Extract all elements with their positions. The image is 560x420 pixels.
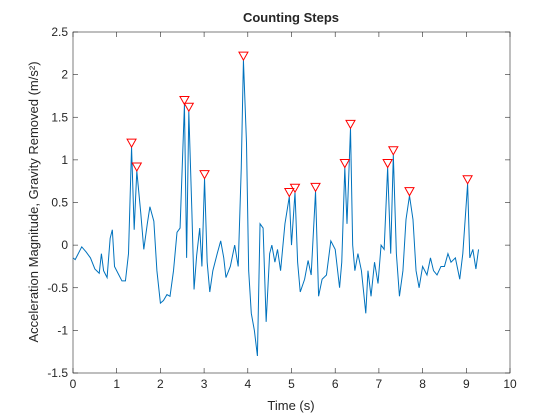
x-tick-label: 9 <box>463 377 470 391</box>
peak-marker <box>339 159 351 169</box>
peak-marker <box>179 95 190 106</box>
chart-title: Counting Steps <box>243 10 339 25</box>
y-tick-label: 0.5 <box>51 196 68 210</box>
peak-marker <box>199 170 210 180</box>
x-tick-label: 0 <box>70 377 77 391</box>
y-tick-label: -0.5 <box>47 281 68 295</box>
x-tick-label: 8 <box>419 377 426 391</box>
peak-marker <box>289 183 301 194</box>
peak-marker <box>310 182 321 193</box>
peak-marker <box>131 162 143 172</box>
x-tick-label: 2 <box>157 377 164 391</box>
peak-marker <box>126 138 137 149</box>
x-tick-label: 5 <box>288 377 295 391</box>
x-axis-label: Time (s) <box>267 398 314 413</box>
y-tick-label: 1 <box>61 153 68 167</box>
signal-line <box>72 60 480 357</box>
peak-marker <box>382 159 393 169</box>
y-tick-label: 0 <box>61 238 68 252</box>
x-tick-label: 10 <box>503 377 517 391</box>
y-tick-label: 2.5 <box>51 25 68 39</box>
x-tick-label: 6 <box>332 377 339 391</box>
peak-marker <box>462 175 473 185</box>
peak-marker <box>283 188 295 198</box>
x-tick-label: 1 <box>113 377 120 391</box>
peak-marker <box>345 119 356 130</box>
peak-marker <box>387 146 399 156</box>
y-tick-label: 2 <box>61 68 68 82</box>
y-axis-label: Acceleration Magnitude, Gravity Removed … <box>26 61 41 342</box>
y-tick-label: 1.5 <box>51 110 68 124</box>
peak-marker <box>238 51 249 62</box>
x-tick-label: 4 <box>244 377 251 391</box>
x-tick-label: 7 <box>376 377 383 391</box>
peak-marker <box>404 187 415 197</box>
y-tick-label: -1 <box>57 323 68 337</box>
peak-marker <box>183 102 195 113</box>
x-tick-label: 3 <box>201 377 208 391</box>
y-tick-label: -1.5 <box>47 366 68 380</box>
plot-area <box>72 31 511 374</box>
